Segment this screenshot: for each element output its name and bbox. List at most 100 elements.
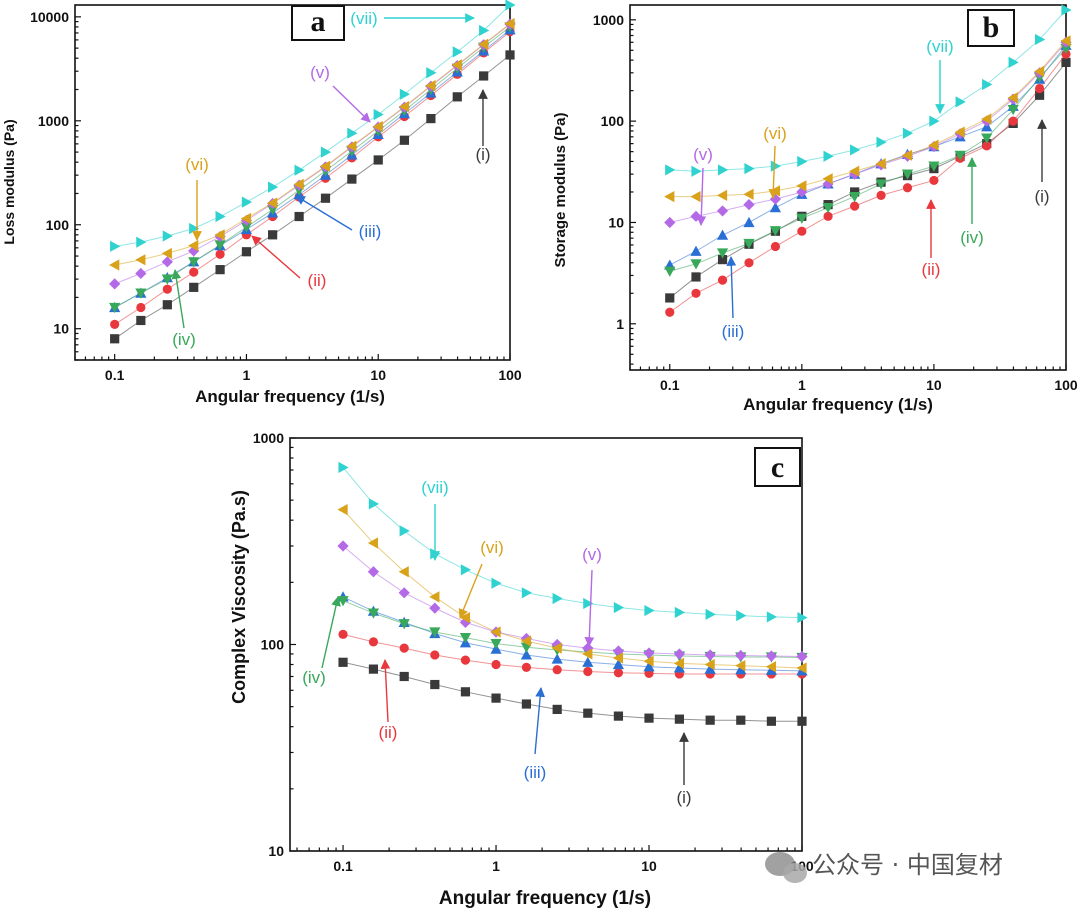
data-point-vi	[981, 113, 992, 125]
data-point-i	[399, 671, 409, 682]
data-point-v	[716, 205, 729, 217]
annotation-arrow-ii	[380, 659, 391, 723]
annotation-arrow-ii	[251, 235, 301, 279]
data-point-vi	[240, 212, 252, 225]
data-point-iv	[796, 213, 808, 224]
data-point-i	[613, 711, 624, 721]
data-point-iv	[822, 203, 834, 214]
data-point-i	[338, 657, 348, 667]
chart-panel-a: 0.1 1 10 100 10 100 1000 10000 Angular frequency…	[1, 0, 522, 406]
series-line-i	[342, 661, 802, 722]
data-point-i	[1061, 57, 1071, 67]
series-line-iv	[342, 600, 803, 659]
data-point-ii	[189, 267, 199, 277]
annotation-label-vii: (vii)	[421, 478, 448, 497]
annotation-label-vii: (vii)	[350, 9, 377, 28]
data-point-vii	[320, 146, 332, 158]
data-point-i	[452, 92, 462, 102]
data-point-i	[766, 716, 777, 726]
data-point-vi	[735, 660, 746, 672]
data-point-ii	[665, 307, 675, 317]
data-point-v	[664, 216, 676, 229]
data-point-vi	[109, 259, 120, 271]
data-point-iv	[954, 150, 966, 161]
data-point-ii	[491, 659, 501, 670]
data-point-vi	[704, 658, 715, 671]
data-point-ii	[902, 183, 913, 193]
data-point-iv	[490, 639, 502, 650]
data-point-vi	[188, 240, 199, 252]
data-point-vi	[664, 191, 675, 203]
data-point-vi	[504, 18, 515, 30]
data-point-ii	[162, 284, 172, 294]
data-point-vii	[268, 181, 279, 193]
data-point-vii	[136, 236, 147, 248]
series-line-ii	[669, 53, 1067, 313]
data-point-vii	[665, 164, 676, 176]
data-point-vi	[551, 642, 562, 654]
series-iii	[664, 39, 1072, 270]
x-tick-label: 1	[243, 367, 251, 383]
data-point-vii	[294, 164, 305, 176]
series-line-vi	[114, 23, 511, 266]
data-point-v	[735, 649, 747, 662]
data-point-iii	[673, 662, 686, 673]
data-point-vi	[398, 100, 410, 113]
data-point-i	[399, 135, 410, 145]
annotation-arrow-v	[696, 167, 707, 226]
data-point-vi	[490, 626, 501, 638]
data-point-ii	[521, 662, 532, 672]
annotation-label-iii: (iii)	[524, 763, 547, 782]
y-tick-label: 1000	[593, 12, 624, 28]
data-point-ii	[430, 650, 440, 660]
x-tick-label: 10	[641, 858, 657, 874]
data-point-v	[673, 648, 686, 660]
x-axis-label: Angular frequency (1/s)	[195, 387, 385, 406]
series-line-v	[669, 41, 1067, 223]
data-point-vii	[736, 610, 747, 622]
annotation-label-v: (v)	[693, 145, 713, 164]
data-point-i	[736, 715, 746, 725]
data-point-iii	[520, 649, 533, 660]
data-point-ii	[876, 190, 886, 200]
y-tick-label: 10	[608, 214, 624, 230]
x-tick-label: 10	[370, 367, 386, 383]
data-point-ii	[136, 302, 146, 313]
x-tick-label: 100	[1054, 377, 1078, 393]
data-point-i	[583, 708, 593, 718]
data-point-vi	[135, 254, 146, 266]
data-point-ii	[770, 241, 781, 252]
data-point-v	[337, 540, 349, 552]
data-point-iv	[690, 259, 702, 270]
data-point-ii	[691, 288, 701, 298]
data-point-i	[521, 699, 532, 709]
series-vii	[665, 4, 1072, 177]
data-point-i	[491, 693, 501, 703]
annotation-label-ii: (ii)	[922, 260, 941, 279]
plot-frame	[289, 437, 803, 852]
data-point-i	[705, 715, 715, 725]
y-tick-label: 100	[601, 113, 625, 129]
x-tick-label: 10	[926, 377, 942, 393]
data-point-iii	[743, 216, 755, 228]
data-point-iv	[743, 238, 755, 250]
data-point-iv	[398, 619, 410, 630]
panel-letter: a	[311, 5, 326, 38]
data-point-i	[110, 334, 120, 344]
data-point-vii	[705, 608, 716, 620]
data-point-vi	[875, 158, 886, 170]
data-point-i	[215, 265, 225, 275]
annotation-arrow-iv	[171, 269, 185, 329]
data-point-i	[691, 272, 701, 282]
data-point-iv	[109, 302, 121, 314]
data-point-vii	[955, 96, 966, 108]
y-axis-label: Complex Viscosity (Pa.s)	[229, 490, 249, 704]
data-point-vi	[398, 566, 409, 578]
data-point-v	[743, 199, 755, 211]
data-point-i	[294, 211, 304, 222]
data-point-v	[796, 650, 808, 663]
data-point-v	[704, 649, 716, 661]
series-i	[110, 50, 515, 344]
data-point-vii	[521, 587, 533, 599]
